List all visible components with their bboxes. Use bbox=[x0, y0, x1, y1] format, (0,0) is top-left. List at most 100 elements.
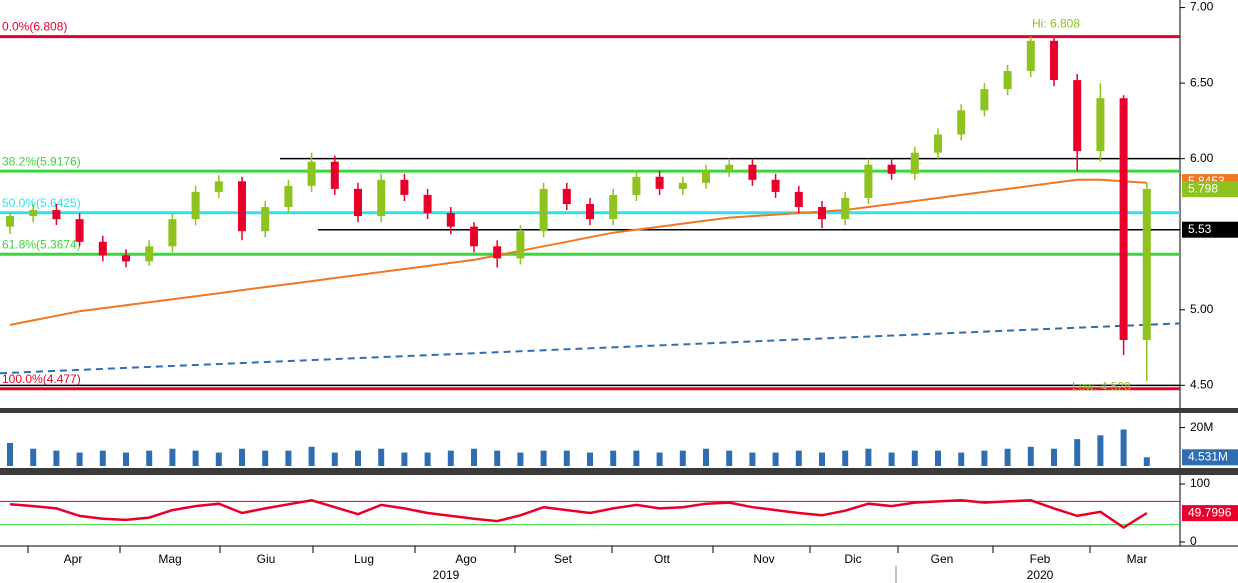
volume-bar bbox=[958, 452, 965, 466]
month-label: Dic bbox=[844, 552, 861, 566]
month-label: Ago bbox=[455, 552, 477, 566]
candle-body bbox=[214, 181, 223, 192]
volume-bar bbox=[795, 450, 802, 466]
volume-bar bbox=[819, 452, 825, 466]
candle-body bbox=[864, 164, 873, 198]
candle-body bbox=[446, 213, 455, 227]
candle-body bbox=[238, 181, 246, 232]
volume-bar bbox=[911, 450, 918, 466]
candle-body bbox=[75, 219, 84, 242]
fib-label: 61.8%(5.3674) bbox=[2, 237, 81, 251]
volume-bar bbox=[215, 452, 222, 466]
candle-body bbox=[354, 188, 362, 217]
candle-body bbox=[493, 246, 502, 259]
volume-bar bbox=[169, 448, 176, 466]
price-tag bbox=[1182, 221, 1238, 238]
annotation: Hi: 6.808 bbox=[1032, 17, 1080, 31]
volume-bar bbox=[447, 450, 454, 466]
volume-bar bbox=[726, 450, 733, 466]
volume-bar bbox=[99, 450, 106, 466]
candle-body bbox=[423, 194, 432, 214]
candle-body bbox=[470, 226, 478, 247]
candle-body bbox=[377, 179, 386, 217]
candle-body bbox=[771, 179, 780, 192]
candle-body bbox=[725, 164, 734, 171]
candle-body bbox=[887, 164, 896, 174]
candle-body bbox=[1119, 98, 1128, 340]
month-label: Lug bbox=[354, 552, 374, 566]
volume-bar bbox=[703, 448, 709, 466]
candle-body bbox=[29, 210, 38, 217]
candle-body bbox=[400, 179, 409, 195]
candle-body bbox=[52, 210, 61, 220]
candle-body bbox=[957, 110, 966, 135]
candle-body bbox=[678, 182, 687, 189]
volume-bar bbox=[563, 450, 570, 466]
volume-bar bbox=[1097, 435, 1104, 466]
y-tick-label: 6.50 bbox=[1190, 75, 1214, 89]
candle-body bbox=[98, 241, 107, 256]
candle-body bbox=[284, 185, 293, 208]
candle-body bbox=[6, 216, 14, 227]
month-label: Giu bbox=[257, 552, 276, 566]
year-label: 2019 bbox=[433, 568, 460, 582]
panel-separator bbox=[0, 468, 1238, 475]
y-tick-label: 0 bbox=[1190, 534, 1197, 548]
candle-body bbox=[1142, 188, 1151, 340]
rsi-line bbox=[9, 499, 1148, 529]
trend-line bbox=[0, 322, 1181, 375]
candle-body bbox=[516, 231, 525, 259]
volume-bar bbox=[494, 450, 501, 466]
volume-bar bbox=[1027, 446, 1034, 466]
volume-bar bbox=[7, 442, 13, 466]
candle-body bbox=[145, 246, 154, 262]
volume-bar bbox=[1120, 429, 1127, 466]
candle-body bbox=[539, 188, 548, 232]
fib-label: 0.0%(6.808) bbox=[2, 20, 67, 34]
volume-bar bbox=[610, 450, 617, 466]
volume-bar bbox=[935, 450, 941, 466]
volume-bar bbox=[540, 450, 547, 466]
annotation: Low: 4.528 bbox=[1072, 379, 1131, 393]
month-label: Apr bbox=[64, 552, 83, 566]
y-tick-label: 7.00 bbox=[1190, 0, 1214, 14]
price-tag bbox=[1182, 449, 1238, 466]
candle-body bbox=[748, 164, 757, 180]
candle-body bbox=[818, 207, 826, 220]
y-tick-label: 4.50 bbox=[1190, 378, 1214, 392]
candle-body bbox=[1096, 98, 1105, 152]
price-tag bbox=[1182, 181, 1238, 198]
candle-body bbox=[794, 191, 803, 208]
moving-average bbox=[9, 178, 1147, 326]
y-tick-label: 20M bbox=[1190, 420, 1213, 434]
candle-body bbox=[261, 207, 270, 232]
price-tag-label: 5.53 bbox=[1188, 222, 1212, 236]
candle-body bbox=[910, 152, 919, 174]
volume-bar bbox=[888, 452, 895, 466]
candle-body bbox=[586, 204, 594, 220]
candle-body bbox=[191, 191, 200, 220]
volume-bar bbox=[1074, 439, 1081, 466]
fib-label: 50.0%(5.6425) bbox=[2, 196, 81, 210]
candle-body bbox=[980, 89, 989, 111]
month-label: Set bbox=[554, 552, 573, 566]
candle-body bbox=[122, 255, 130, 262]
volume-bar bbox=[471, 448, 477, 466]
volume-bar bbox=[1004, 448, 1011, 466]
candle-body bbox=[307, 161, 316, 186]
volume-bar bbox=[192, 450, 199, 466]
volume-bar bbox=[285, 450, 292, 466]
volume-bar bbox=[842, 450, 849, 466]
month-label: Mag bbox=[158, 552, 181, 566]
volume-bar bbox=[772, 452, 779, 466]
volume-bar bbox=[355, 450, 361, 466]
price-tag-label: 5.798 bbox=[1188, 181, 1218, 195]
month-label: Nov bbox=[753, 552, 774, 566]
volume-bar bbox=[679, 450, 686, 466]
candle-body bbox=[655, 176, 664, 189]
price-tag-label: 49.7996 bbox=[1188, 505, 1232, 519]
month-label: Gen bbox=[931, 552, 954, 566]
volume-bar bbox=[331, 452, 338, 466]
volume-bar bbox=[53, 450, 60, 466]
month-label: Mar bbox=[1127, 552, 1148, 566]
